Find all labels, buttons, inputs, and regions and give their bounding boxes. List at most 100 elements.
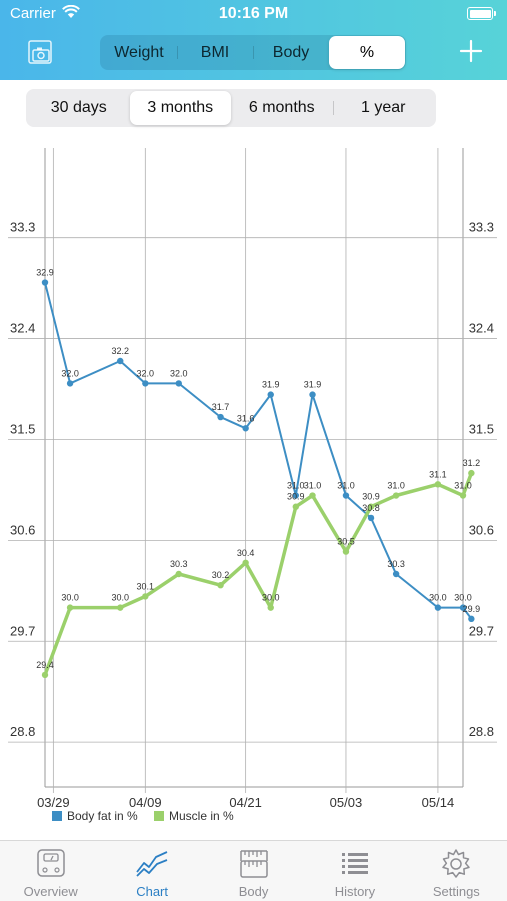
body-fat-data-point: [434, 604, 442, 611]
y-tick-label-right: 29.7: [469, 623, 494, 638]
muscle-data-point: [242, 559, 249, 566]
x-tick-label: 05/03: [330, 795, 363, 810]
range-6-months[interactable]: 6 months: [248, 99, 315, 116]
y-tick-label-left: 33.3: [10, 220, 35, 235]
tab-history-label: History: [334, 884, 376, 899]
tab-history[interactable]: History: [304, 841, 405, 901]
muscle-data-label: 30.0: [262, 593, 280, 603]
y-tick-label-left: 29.7: [10, 623, 35, 638]
body-fat-data-label: 30.8: [362, 503, 380, 513]
segment-weight[interactable]: Weight: [114, 43, 164, 61]
y-tick-label-left: 32.4: [10, 321, 35, 336]
status-bar: Carrier 10:16 PM: [0, 0, 507, 30]
tab-overview[interactable]: Overview: [0, 841, 101, 901]
muscle-data-point: [367, 503, 375, 510]
segment-bmi[interactable]: BMI: [177, 36, 253, 69]
legend-swatch-muscle: [154, 811, 164, 821]
body-fat-data-label: 32.9: [36, 268, 54, 278]
muscle-data-label: 30.9: [287, 492, 305, 502]
range-1-year[interactable]: 1 year: [332, 91, 435, 125]
x-tick-label: 04/21: [229, 795, 262, 810]
muscle-data-label: 31.0: [454, 481, 472, 491]
muscle-data-label: 30.5: [337, 537, 355, 547]
body-fat-data-label: 32.2: [111, 346, 129, 356]
muscle-data-label: 30.4: [237, 548, 255, 558]
tab-chart[interactable]: Chart: [101, 841, 202, 901]
tab-settings-label: Settings: [432, 884, 480, 899]
legend-label-body-fat: Body fat in %: [67, 809, 138, 823]
tab-overview-label: Overview: [23, 884, 78, 899]
muscle-data-point: [66, 604, 74, 611]
status-time: 10:16 PM: [218, 5, 289, 22]
muscle-data-label: 31.0: [387, 481, 405, 491]
body-fat-data-point: [468, 615, 475, 623]
body-fat-data-point: [392, 570, 400, 578]
muscle-data-point: [342, 548, 350, 555]
plus-icon: [459, 39, 483, 63]
x-tick-label: 04/09: [129, 795, 162, 810]
add-button[interactable]: [459, 38, 483, 64]
muscle-data-label: 30.2: [212, 570, 230, 580]
body-fat-data-point: [292, 492, 299, 499]
muscle-data-point: [175, 570, 182, 578]
muscle-data-label: 31.1: [429, 469, 447, 479]
body-fat-data-label: 31.0: [287, 481, 305, 491]
body-fat-data-point: [117, 357, 124, 365]
body-fat-data-point: [267, 391, 274, 398]
body-fat-data-point: [309, 391, 316, 398]
segment-percent[interactable]: %: [329, 36, 405, 69]
gear-icon: [442, 849, 471, 878]
tab-chart-label: Chart: [136, 884, 168, 899]
legend-label-muscle: Muscle in %: [169, 809, 234, 823]
list-icon: [341, 853, 368, 874]
body-fat-data-point: [459, 604, 467, 611]
segment-body[interactable]: Body: [253, 36, 329, 69]
nav-header: Carrier 10:16 PM Weight BMI Body %: [0, 0, 507, 80]
muscle-series-line: [43, 472, 474, 676]
tab-body-label: Body: [238, 884, 269, 899]
tab-body[interactable]: Body: [203, 841, 304, 901]
battery-icon: [467, 7, 496, 20]
muscle-data-label: 30.9: [362, 492, 380, 502]
legend-swatch-body-fat: [52, 811, 62, 821]
range-3-months[interactable]: 3 months: [129, 91, 231, 125]
camera-button[interactable]: [27, 39, 55, 67]
muscle-data-point: [292, 503, 299, 510]
wifi-icon: [62, 4, 80, 24]
muscle-data-point: [41, 671, 49, 679]
body-fat-data-point: [217, 413, 224, 421]
body-fat-data-label: 30.3: [387, 559, 405, 569]
body-fat-data-point: [66, 380, 74, 387]
x-tick-label: 03/29: [37, 795, 70, 810]
x-tick-label: 05/14: [422, 795, 455, 810]
y-tick-label-left: 31.5: [10, 421, 35, 436]
measuring-tape-icon: [239, 850, 268, 878]
body-fat-data-point: [367, 514, 375, 522]
body-fat-data-point: [41, 279, 49, 286]
carrier-label: Carrier: [10, 5, 56, 22]
y-tick-label-right: 31.5: [469, 421, 494, 436]
muscle-data-point: [309, 492, 316, 499]
body-fat-data-label: 30.0: [454, 593, 472, 603]
muscle-data-point: [468, 469, 475, 477]
tab-settings[interactable]: Settings: [406, 841, 507, 901]
muscle-data-label: 30.0: [61, 593, 79, 603]
body-fat-data-label: 32.0: [170, 368, 188, 378]
body-fat-data-label: 32.0: [137, 368, 155, 378]
y-tick-label-right: 30.6: [469, 522, 494, 537]
metric-segmented-control: Weight BMI Body %: [100, 35, 406, 70]
y-tick-label-right: 32.4: [469, 321, 494, 336]
y-tick-label-left: 28.8: [10, 724, 35, 739]
muscle-data-label: 31.2: [463, 458, 481, 468]
muscle-data-label: 30.3: [170, 559, 188, 569]
body-fat-data-label: 31.9: [262, 380, 280, 390]
muscle-data-point: [459, 492, 467, 499]
muscle-data-point: [142, 593, 149, 600]
muscle-data-point: [267, 604, 274, 611]
body-fat-data-point: [175, 380, 182, 387]
body-fat-data-label: 31.7: [212, 402, 230, 412]
muscle-data-label: 30.1: [137, 581, 155, 591]
range-30-days[interactable]: 30 days: [50, 99, 107, 116]
muscle-data-point: [217, 582, 224, 589]
body-fat-data-label: 29.9: [463, 604, 481, 614]
